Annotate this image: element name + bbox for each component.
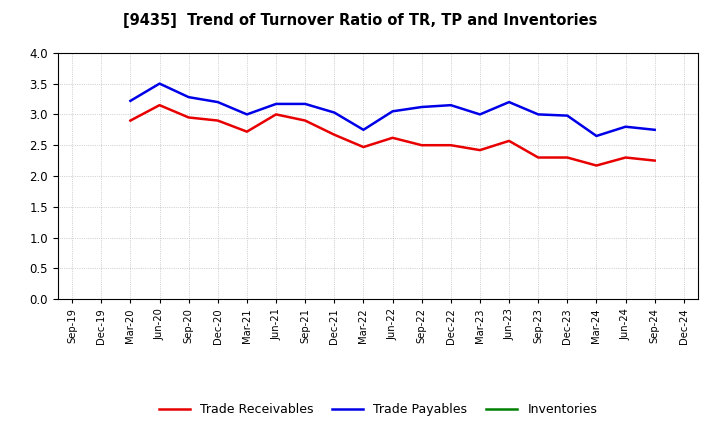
Trade Payables <box>650 127 659 132</box>
Trade Receivables <box>213 118 222 123</box>
Trade Receivables <box>505 138 513 143</box>
Trade Payables <box>126 98 135 103</box>
Trade Receivables <box>446 143 455 148</box>
Trade Receivables <box>330 132 338 137</box>
Trade Receivables <box>563 155 572 160</box>
Trade Payables <box>534 112 543 117</box>
Trade Payables <box>621 124 630 129</box>
Line: Trade Payables: Trade Payables <box>130 84 654 136</box>
Trade Receivables <box>476 147 485 153</box>
Trade Payables <box>330 110 338 115</box>
Trade Payables <box>592 133 600 139</box>
Trade Receivables <box>418 143 426 148</box>
Trade Payables <box>301 101 310 106</box>
Trade Payables <box>505 99 513 105</box>
Trade Payables <box>213 99 222 105</box>
Trade Receivables <box>592 163 600 168</box>
Trade Receivables <box>156 103 164 108</box>
Trade Receivables <box>388 135 397 140</box>
Trade Payables <box>476 112 485 117</box>
Trade Payables <box>418 104 426 110</box>
Trade Payables <box>446 103 455 108</box>
Line: Trade Receivables: Trade Receivables <box>130 105 654 165</box>
Trade Receivables <box>301 118 310 123</box>
Trade Payables <box>563 113 572 118</box>
Trade Payables <box>388 109 397 114</box>
Legend: Trade Receivables, Trade Payables, Inventories: Trade Receivables, Trade Payables, Inven… <box>153 398 603 421</box>
Trade Receivables <box>243 129 251 134</box>
Trade Payables <box>243 112 251 117</box>
Trade Payables <box>271 101 280 106</box>
Trade Receivables <box>534 155 543 160</box>
Text: [9435]  Trend of Turnover Ratio of TR, TP and Inventories: [9435] Trend of Turnover Ratio of TR, TP… <box>123 13 597 28</box>
Trade Payables <box>156 81 164 86</box>
Trade Payables <box>359 127 368 132</box>
Trade Receivables <box>184 115 193 120</box>
Trade Receivables <box>650 158 659 163</box>
Trade Receivables <box>271 112 280 117</box>
Trade Receivables <box>621 155 630 160</box>
Trade Receivables <box>359 144 368 150</box>
Trade Payables <box>184 95 193 100</box>
Trade Receivables <box>126 118 135 123</box>
